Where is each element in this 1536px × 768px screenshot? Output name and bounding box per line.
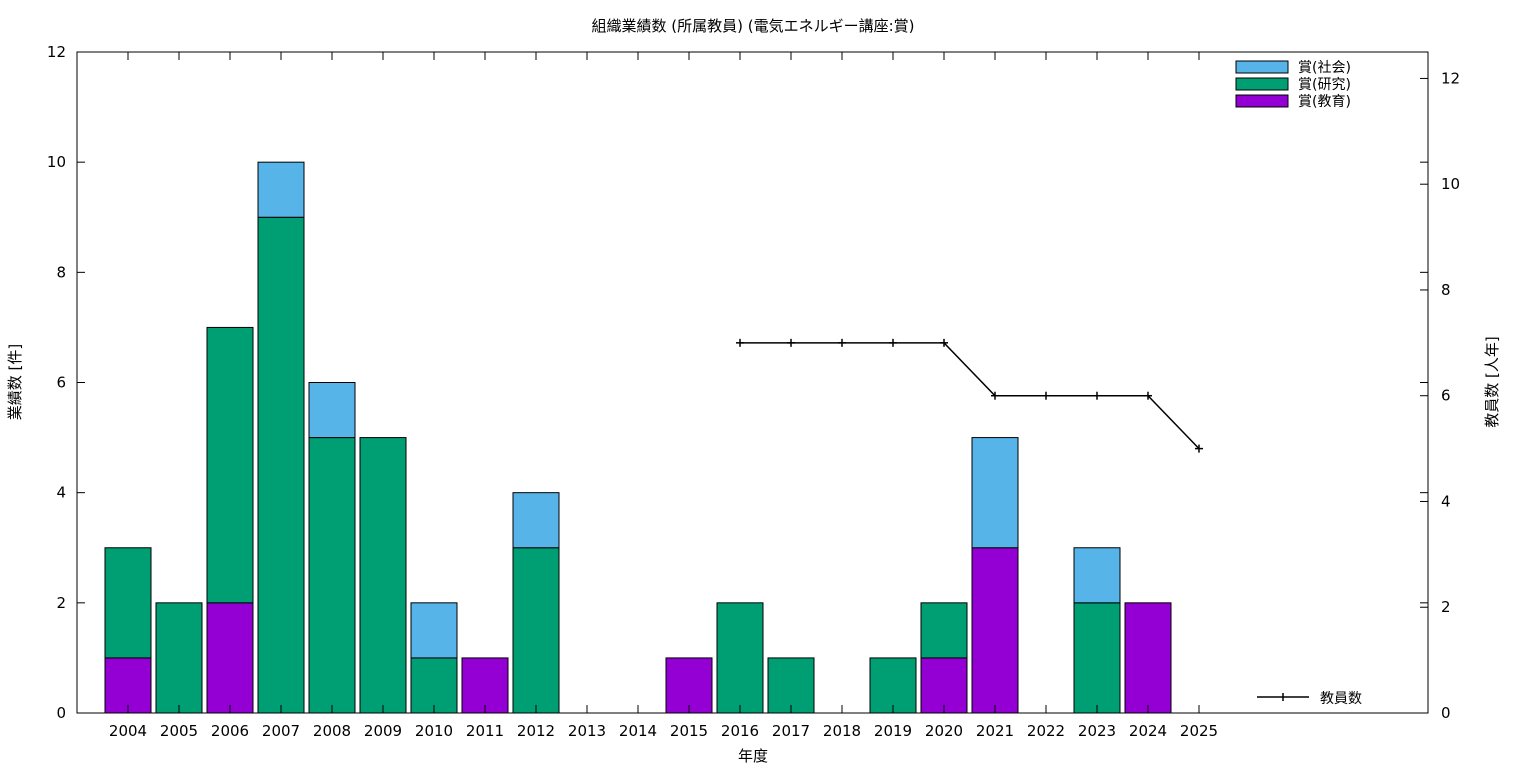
x-tick-label-2008: 2008 [313, 722, 351, 740]
right-tick-label-12: 12 [1441, 69, 1460, 87]
teacher-count-point-2019 [889, 338, 897, 347]
x-tick-label-2010: 2010 [415, 722, 453, 740]
x-tick-label-2020: 2020 [925, 722, 963, 740]
legend-swatch-s2 [1235, 60, 1289, 74]
x-tick-label-2024: 2024 [1129, 722, 1167, 740]
bar-segment-2004-s0 [104, 657, 152, 714]
y-axis-label-right: 教員数 [人年] [1483, 336, 1501, 427]
x-tick-label-2019: 2019 [874, 722, 912, 740]
x-tick-label-2012: 2012 [517, 722, 555, 740]
teacher-count-point-2017 [787, 338, 795, 347]
bar-segment-2023-s1 [1073, 602, 1121, 714]
left-tick-label-2: 2 [56, 594, 66, 612]
legend-label-s1: 賞(研究) [1298, 77, 1351, 93]
bar-segment-2008-s2 [308, 382, 356, 439]
x-tick-label-2007: 2007 [262, 722, 300, 740]
bar-segment-2006-s0 [206, 602, 254, 714]
legend-label-line: 教員数 [1320, 691, 1362, 707]
x-tick-label-2015: 2015 [670, 722, 708, 740]
bar-segment-2010-s2 [410, 602, 458, 659]
legend-label-s2: 賞(社会) [1298, 60, 1351, 76]
bar-segment-2024-s0 [1124, 602, 1172, 714]
bar-segment-2010-s1 [410, 657, 458, 714]
left-tick-label-10: 10 [47, 153, 66, 171]
bar-segment-2012-s2 [512, 492, 560, 549]
bar-segment-2012-s1 [512, 547, 560, 714]
teacher-count-point-2016 [736, 338, 744, 347]
bar-segment-2019-s1 [869, 657, 917, 714]
teacher-count-point-2024 [1144, 391, 1152, 400]
bar-segment-2007-s1 [257, 216, 305, 714]
x-axis-label: 年度 [738, 747, 768, 765]
chart-title: 組織業績数 (所属教員) (電気エネルギー講座:賞) [591, 17, 914, 35]
right-tick-label-2: 2 [1441, 598, 1451, 616]
legend-swatch-s1 [1235, 77, 1289, 91]
legend: 賞(社会)賞(研究)賞(教育) 教員数 [1235, 60, 1362, 707]
right-tick-label-6: 6 [1441, 387, 1451, 405]
x-tick-label-2022: 2022 [1027, 722, 1065, 740]
teacher-count-point-2023 [1093, 391, 1101, 400]
x-tick-label-2005: 2005 [160, 722, 198, 740]
bar-segment-2004-s1 [104, 547, 152, 659]
bar-segment-2017-s1 [767, 657, 815, 714]
teacher-count-point-2020 [940, 338, 948, 347]
bar-segment-2008-s1 [308, 437, 356, 714]
x-tick-label-2025: 2025 [1180, 722, 1218, 740]
bar-segment-2023-s2 [1073, 547, 1121, 604]
teacher-count-line-layer [736, 338, 1203, 453]
x-tick-label-2016: 2016 [721, 722, 759, 740]
x-tick-label-2018: 2018 [823, 722, 861, 740]
bar-segment-2021-s2 [971, 437, 1019, 549]
bars-layer [104, 161, 1172, 714]
x-tick-label-2011: 2011 [466, 722, 504, 740]
teacher-count-point-2018 [838, 338, 846, 347]
left-tick-label-8: 8 [56, 263, 66, 281]
teacher-count-point-2025 [1195, 444, 1203, 453]
bar-segment-2005-s1 [155, 602, 203, 714]
legend-label-s0: 賞(教育) [1298, 94, 1351, 110]
bar-segment-2006-s1 [206, 326, 254, 604]
right-tick-label-4: 4 [1441, 492, 1451, 510]
y-axis-label-left: 業績数 [件] [6, 344, 24, 420]
teacher-count-point-2021 [991, 391, 999, 400]
bar-segment-2020-s0 [920, 657, 968, 714]
bar-segment-2021-s0 [971, 547, 1019, 714]
right-tick-label-0: 0 [1441, 704, 1451, 722]
left-tick-label-6: 6 [56, 374, 66, 392]
x-tick-label-2006: 2006 [211, 722, 249, 740]
legend-swatch-s0 [1235, 94, 1289, 108]
left-tick-label-4: 4 [56, 484, 66, 502]
y-axis-right: 0 2 4 6 8 10 12 [1420, 69, 1460, 722]
x-tick-label-2017: 2017 [772, 722, 810, 740]
x-tick-label-2023: 2023 [1078, 722, 1116, 740]
bar-segment-2020-s1 [920, 602, 968, 659]
x-tick-label-2009: 2009 [364, 722, 402, 740]
right-tick-label-8: 8 [1441, 281, 1451, 299]
x-axis: 2004 2005 2006 2007 2008 2009 2010 2011 2012 2013… [109, 52, 1218, 740]
teacher-count-point-2022 [1042, 391, 1050, 400]
x-tick-label-2014: 2014 [619, 722, 657, 740]
bar-segment-2016-s1 [716, 602, 764, 714]
left-tick-label-12: 12 [47, 43, 66, 61]
right-tick-label-10: 10 [1441, 175, 1460, 193]
bar-segment-2007-s2 [257, 161, 305, 218]
bar-segment-2009-s1 [359, 437, 407, 714]
x-tick-label-2013: 2013 [568, 722, 606, 740]
bar-segment-2011-s0 [461, 657, 509, 714]
left-tick-label-0: 0 [56, 704, 66, 722]
bar-segment-2015-s0 [665, 657, 713, 714]
teacher-count-line [740, 342, 1200, 450]
x-tick-label-2021: 2021 [976, 722, 1014, 740]
x-tick-label-2004: 2004 [109, 722, 147, 740]
